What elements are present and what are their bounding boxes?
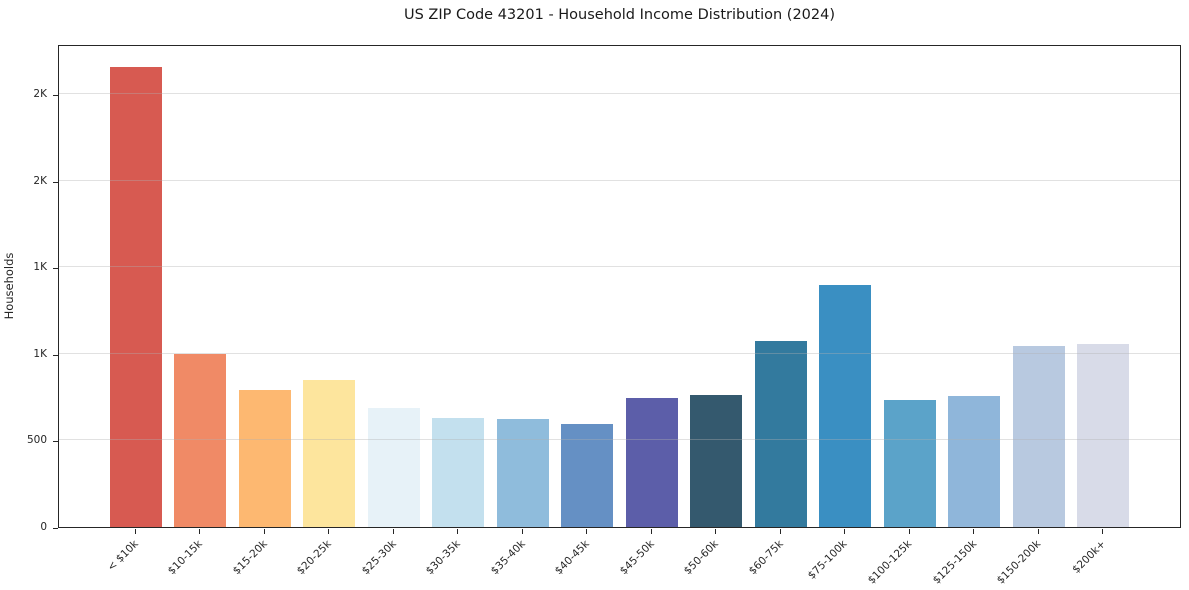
bar-$60-75k (754, 340, 807, 527)
y-tick-label: 1K (33, 261, 47, 274)
x-tick-mark (521, 529, 523, 534)
x-tick-mark (328, 529, 330, 534)
x-tick-mark (973, 529, 975, 534)
x-tick-mark (392, 529, 394, 534)
bar-$75-100k (819, 284, 872, 527)
x-tick-label: $25-30k (359, 538, 399, 578)
x-tick-mark (586, 529, 588, 534)
y-tick-mark (53, 528, 58, 529)
x-tick-mark (457, 529, 459, 534)
x-tick-label: $10-15k (165, 538, 205, 578)
y-tick-mark (53, 354, 58, 356)
x-tick-mark (844, 529, 846, 534)
bar-$50-60k (690, 394, 743, 527)
x-tick-mark (650, 529, 652, 534)
x-tick-label: $150-200k (994, 538, 1044, 587)
y-tick-mark (53, 181, 58, 183)
x-tick-label: $45-50k (617, 538, 657, 578)
bar-$45-50k (625, 398, 678, 527)
x-tick-mark (1102, 529, 1104, 534)
y-tick-label: 0 (40, 521, 47, 533)
x-tick-label: $20-25k (294, 538, 334, 578)
bar-$200k+ (1077, 343, 1130, 527)
x-tick-label: $35-40k (488, 538, 528, 578)
gridline-y1500 (59, 266, 1180, 268)
y-tick-mark (53, 268, 58, 270)
x-tick-mark (199, 529, 201, 534)
bar-$40-45k (561, 424, 614, 527)
x-tick-label: $200k+ (1069, 538, 1108, 576)
gridline-y500 (59, 439, 1180, 441)
x-tick-label: $15-20k (230, 538, 270, 578)
y-tick-label: 2K (33, 88, 47, 101)
x-tick-label: $30-35k (423, 538, 463, 578)
x-tick-mark (1037, 529, 1039, 534)
bar-$25-30k (367, 408, 420, 527)
y-tick-mark (53, 95, 58, 97)
x-tick-label: < $10k (104, 538, 141, 574)
x-tick-mark (134, 529, 136, 534)
bar-$100-125k (883, 399, 936, 527)
gridline-y2500 (59, 93, 1180, 95)
bar-$30-35k (432, 417, 485, 527)
bar-$20-25k (303, 379, 356, 527)
x-tick-label: $60-75k (746, 538, 786, 578)
y-tick-label: 500 (26, 434, 47, 447)
y-tick-label: 1K (33, 347, 47, 360)
bar-$125-150k (948, 396, 1001, 527)
gridline-y2000 (59, 179, 1180, 181)
x-tick-mark (908, 529, 910, 534)
plot-area (58, 45, 1181, 528)
bar-$10-15k (174, 353, 227, 527)
x-tick-mark (263, 529, 265, 534)
x-tick-mark (779, 529, 781, 534)
gridline-y1000 (59, 352, 1180, 354)
x-tick-label: $50-60k (681, 538, 721, 578)
x-tick-label: $125-150k (930, 538, 979, 587)
chart-title: US ZIP Code 43201 - Household Income Dis… (403, 7, 836, 23)
bar-< $10k (109, 66, 162, 527)
x-tick-mark (715, 529, 717, 534)
x-tick-label: $75-100k (805, 538, 850, 582)
bar-$150-200k (1012, 346, 1065, 527)
y-tick-mark (53, 441, 58, 443)
bar-$35-40k (496, 418, 549, 527)
x-tick-label: $100-125k (865, 538, 915, 587)
y-tick-label: 2K (33, 174, 47, 187)
x-tick-label: $40-45k (552, 538, 592, 578)
bar-$15-20k (238, 390, 291, 527)
